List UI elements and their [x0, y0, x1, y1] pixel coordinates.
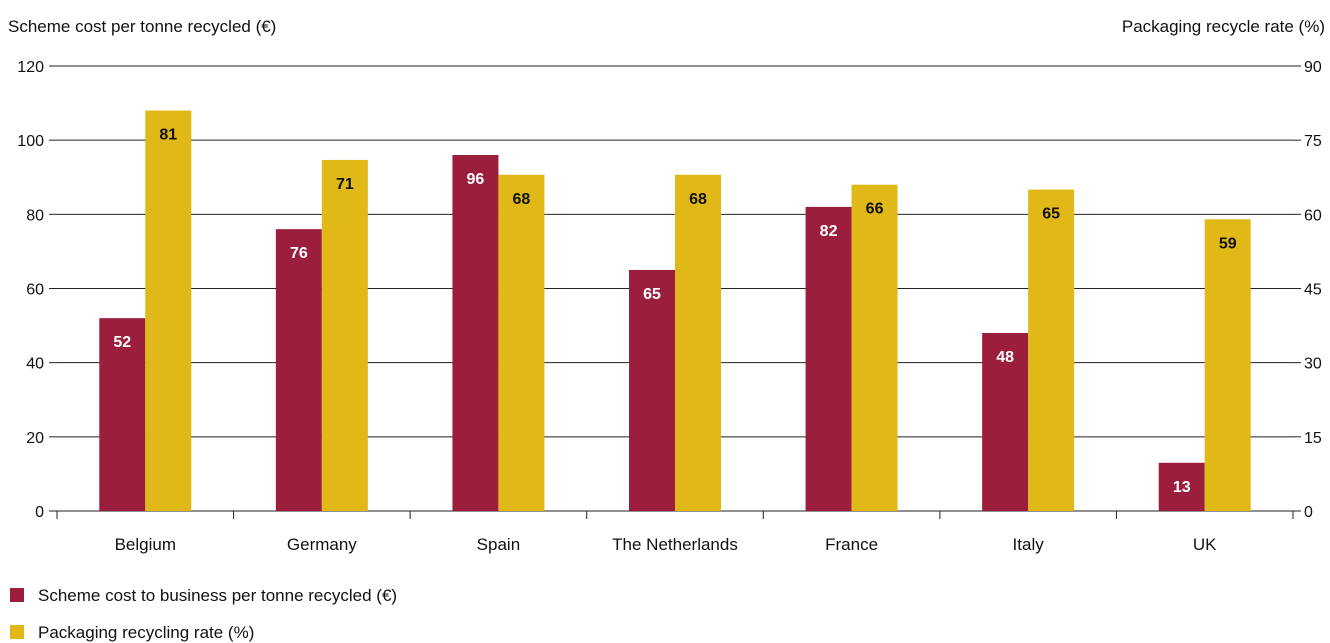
right-tick-label: 15: [1304, 430, 1322, 447]
legend-label-recycling-rate: Packaging recycling rate (%): [38, 623, 255, 642]
left-tick-label: 100: [17, 133, 44, 150]
category-label: France: [825, 535, 878, 554]
data-label-scheme-cost: 13: [1173, 479, 1191, 496]
bar-scheme-cost: [982, 333, 1029, 511]
bar-scheme-cost: [275, 229, 322, 511]
right-tick-label: 75: [1304, 133, 1322, 150]
bar-recycling-rate: [851, 184, 898, 511]
bar-recycling-rate: [1028, 189, 1075, 511]
category-label: The Netherlands: [612, 535, 738, 554]
bar-scheme-cost: [1158, 462, 1205, 511]
data-label-recycling-rate: 66: [866, 201, 884, 218]
bar-recycling-rate: [321, 159, 368, 511]
left-tick-label: 120: [17, 59, 44, 76]
data-label-recycling-rate: 68: [513, 191, 531, 208]
data-label-recycling-rate: 68: [689, 191, 707, 208]
right-tick-label: 0: [1304, 504, 1313, 521]
data-label-recycling-rate: 81: [159, 127, 177, 144]
left-axis-title: Scheme cost per tonne recycled (€): [8, 17, 277, 36]
bar-recycling-rate: [145, 110, 192, 511]
legend-item-recycling-rate: Packaging recycling rate (%): [10, 623, 254, 643]
bar-recycling-rate: [1204, 219, 1251, 511]
legend-item-scheme-cost: Scheme cost to business per tonne recycl…: [10, 586, 397, 606]
data-label-scheme-cost: 96: [467, 171, 485, 188]
bar-scheme-cost: [629, 269, 675, 511]
category-label: Italy: [1013, 535, 1045, 554]
chart-plot: 0 0 20 15 40 30 60 45 80 60 100 75 120 90 52 81 Belgium 7…: [17, 59, 1322, 554]
category-label: Germany: [287, 535, 357, 554]
left-tick-label: 0: [35, 504, 44, 521]
right-axis-title: Packaging recycle rate (%): [1121, 17, 1325, 36]
category-label: Spain: [477, 535, 520, 554]
data-label-scheme-cost: 76: [290, 245, 308, 262]
data-label-recycling-rate: 65: [1042, 206, 1060, 223]
left-tick-label: 40: [26, 356, 44, 373]
data-label-scheme-cost: 52: [113, 334, 131, 351]
bar-recycling-rate: [498, 174, 545, 511]
bar-recycling-rate: [675, 174, 721, 511]
data-label-recycling-rate: 71: [336, 176, 354, 193]
legend-swatch-recycling-rate: [10, 625, 24, 639]
data-label-recycling-rate: 59: [1219, 235, 1237, 252]
data-label-scheme-cost: 82: [820, 223, 838, 240]
right-tick-label: 60: [1304, 207, 1322, 224]
right-tick-label: 90: [1304, 59, 1322, 76]
right-tick-label: 45: [1304, 282, 1322, 299]
bar-scheme-cost: [805, 206, 852, 511]
right-tick-label: 30: [1304, 356, 1322, 373]
bar-scheme-cost: [99, 318, 146, 511]
legend-swatch-scheme-cost: [10, 588, 24, 602]
category-label: UK: [1193, 535, 1217, 554]
left-tick-label: 20: [26, 430, 44, 447]
left-tick-label: 60: [26, 282, 44, 299]
legend-label-scheme-cost: Scheme cost to business per tonne recycl…: [38, 586, 398, 605]
data-label-scheme-cost: 65: [643, 286, 661, 303]
data-label-scheme-cost: 48: [996, 349, 1014, 366]
bar-scheme-cost: [452, 155, 499, 511]
category-label: Belgium: [115, 535, 176, 554]
left-tick-label: 80: [26, 207, 44, 224]
